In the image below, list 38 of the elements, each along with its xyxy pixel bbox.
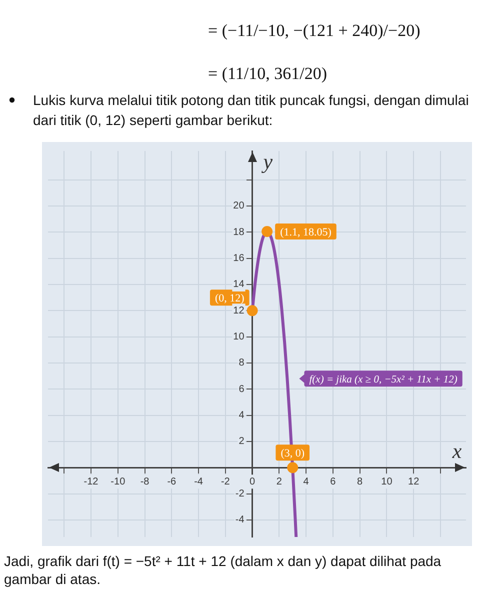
x-tick-label: -8 bbox=[140, 476, 150, 488]
y-axis-title: y bbox=[261, 150, 274, 174]
y-tick-label: 4 bbox=[238, 410, 245, 422]
y-tick-label: 2 bbox=[238, 436, 245, 448]
y-tick-label: 20 bbox=[233, 200, 245, 212]
text: = (11/10, 361/20) bbox=[208, 64, 327, 84]
data-label: (1.1, 18.05) bbox=[280, 226, 332, 238]
x-tick-label: -12 bbox=[84, 476, 99, 488]
y-tick-label: 10 bbox=[233, 332, 245, 343]
y-tick-label: 18 bbox=[233, 226, 245, 238]
y-tick-label: 14 bbox=[233, 279, 245, 290]
y-tick-label: 12 bbox=[233, 305, 245, 316]
text: Jadi, grafik dari f(t) = −5t² + 11t + 12 (dalam x dan y) dapat dilihat pada gambar di atas. bbox=[4, 552, 442, 588]
x-tick-label: -10 bbox=[110, 476, 126, 488]
x-tick-label: -4 bbox=[194, 476, 204, 488]
y-tick-label: 16 bbox=[233, 253, 245, 264]
x-tick-label: 2 bbox=[276, 476, 282, 488]
x-tick-label: 0 bbox=[250, 476, 256, 488]
point bbox=[287, 462, 298, 474]
y-tick-label: -4 bbox=[235, 514, 245, 526]
point bbox=[246, 305, 258, 316]
y-tick-label: -2 bbox=[235, 488, 245, 500]
data-label: (0, 12) bbox=[214, 292, 245, 305]
x-tick-label: 10 bbox=[381, 476, 393, 488]
x-tick-label: 4 bbox=[303, 476, 310, 488]
x-tick-label: 12 bbox=[408, 476, 420, 488]
x-tick-label: 6 bbox=[330, 476, 336, 488]
y-tick-label: 8 bbox=[238, 358, 245, 369]
x-tick-label: -6 bbox=[167, 476, 177, 488]
y-tick-label: 6 bbox=[238, 384, 245, 395]
data-label: (3, 0) bbox=[280, 448, 305, 460]
x-tick-label: -2 bbox=[220, 476, 230, 488]
text: = (−11/−10, −(121 + 240)/−20) bbox=[208, 21, 420, 41]
point bbox=[262, 226, 273, 237]
chart-title: Lukis kurva melalui titik potong dan titik puncak fungsi, dengan dimulai dari titik (0, 12) seperti gambar berikut: bbox=[33, 91, 470, 130]
x-tick-label: 8 bbox=[357, 476, 364, 488]
legend-label: f(x) = jika (x ≥ 0, −5x² + 11x + 12) bbox=[309, 374, 458, 386]
x-axis-title: x bbox=[451, 439, 462, 464]
